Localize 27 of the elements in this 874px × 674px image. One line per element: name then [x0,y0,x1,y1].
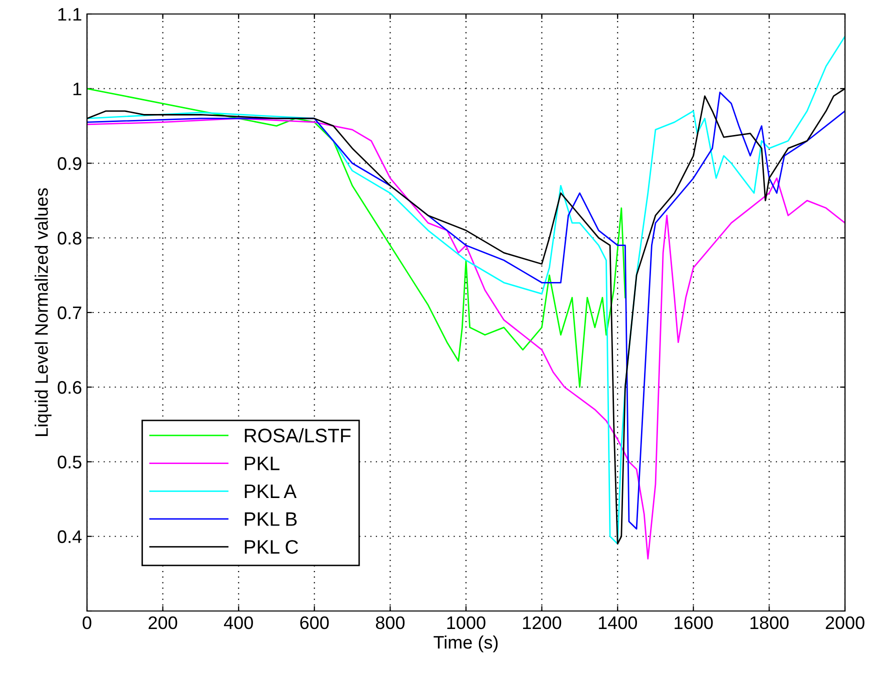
legend-label: PKL A [244,484,297,498]
x-tick-label: 200 [148,616,178,630]
line-series [87,88,626,388]
y-tick-label: 1 [73,82,82,96]
x-tick-label: 0 [82,616,92,630]
legend-label: ROSA/LSTF [244,428,351,442]
x-tick-label: 1000 [447,616,486,630]
y-tick-label: 0.7 [58,306,82,320]
legend-label: PKL [244,456,280,470]
y-tick-label: 0.6 [58,381,82,394]
y-axis-title: Liquid Level Normalized values [34,188,52,436]
x-tick-label: 600 [300,616,329,630]
x-tick-label: 2000 [826,616,864,630]
y-tick-label: 0.5 [58,456,82,468]
y-tick-label: 0.4 [58,530,82,544]
y-tick-label: 1.1 [58,8,82,21]
x-tick-label: 400 [224,616,253,630]
legend-label: PKL B [244,512,297,526]
y-tick-label: 0.8 [58,232,82,245]
x-tick-label: 1400 [598,616,637,630]
x-tick-label: 1600 [674,616,713,630]
legend-label: PKL C [244,540,298,554]
x-tick-label: 1800 [750,616,789,630]
x-tick-label: 1200 [523,616,562,630]
y-tick-label: 0.9 [58,157,82,170]
x-axis-title: Time (s) [434,635,498,652]
x-tick-label: 800 [376,616,405,630]
